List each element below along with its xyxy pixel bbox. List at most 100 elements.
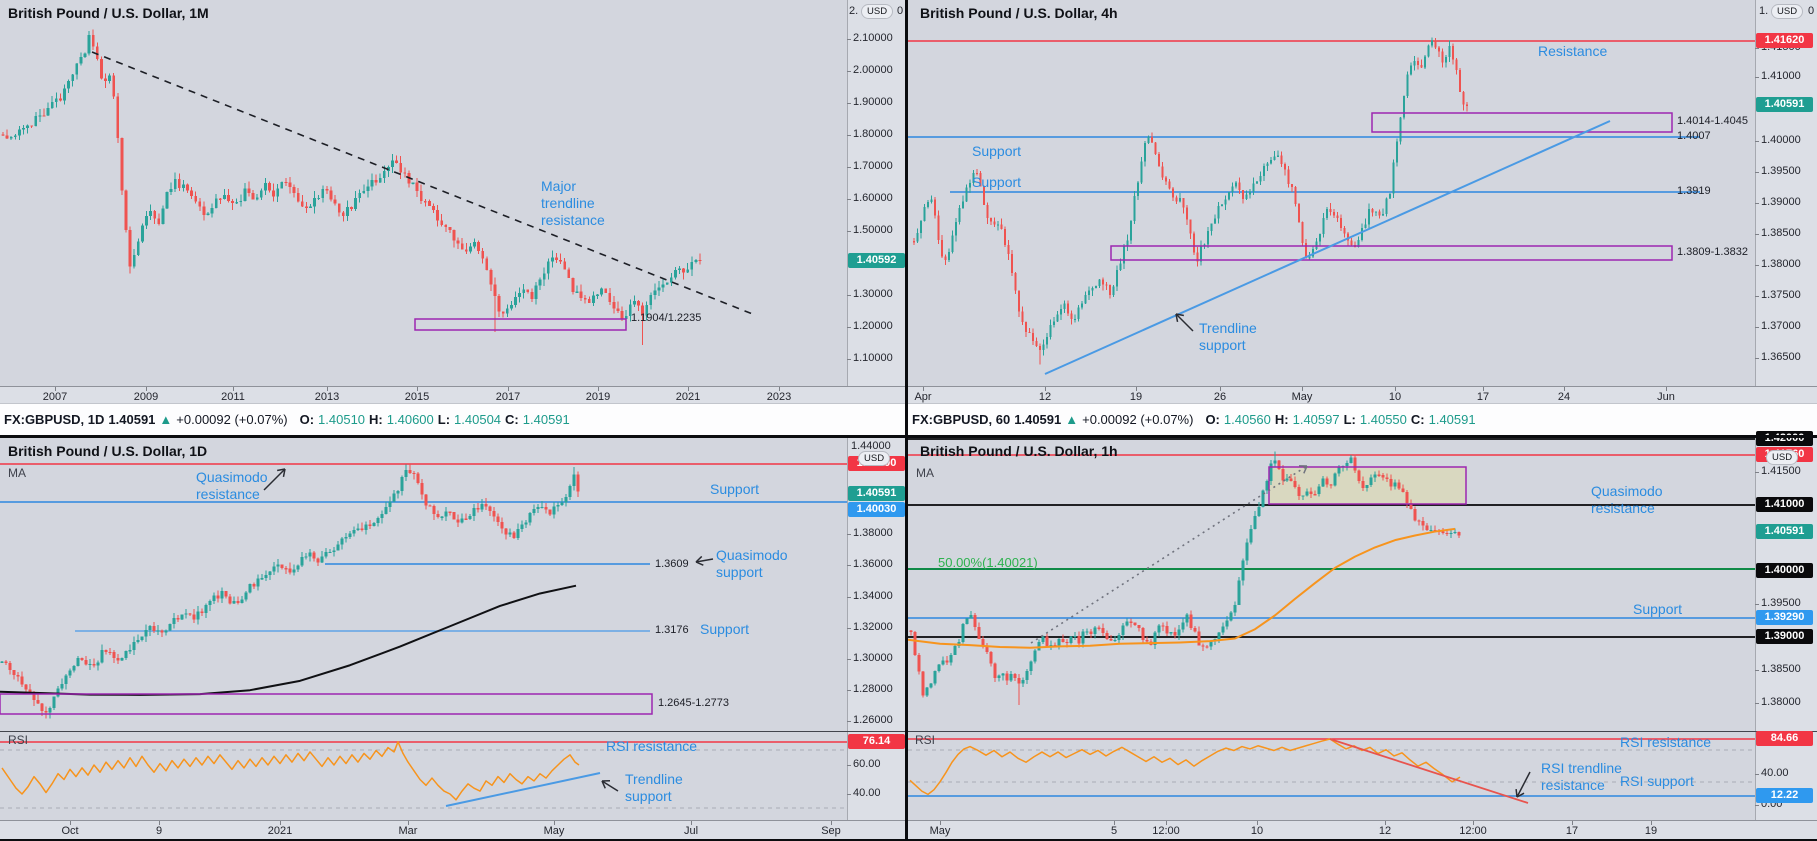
candle-body (50, 102, 54, 108)
candle-body (1175, 197, 1178, 202)
status-segment: ▲ (159, 412, 173, 427)
candle-body (488, 506, 492, 512)
candle-body (961, 201, 965, 209)
candle-body (354, 198, 357, 210)
candle-body (544, 506, 548, 510)
axis-top-label: 0 (1808, 5, 1815, 17)
panel-divider-horizontal[interactable] (0, 435, 1817, 438)
price-axis-1d[interactable] (847, 438, 906, 820)
candle-body (1041, 636, 1045, 643)
candle-body (317, 197, 321, 200)
candle-body (196, 611, 200, 620)
time-tick (940, 821, 941, 825)
currency-toggle-button[interactable]: USD (861, 4, 894, 19)
arrow-head (1516, 792, 1525, 798)
axis-price-label: 1.37000 (1761, 320, 1801, 332)
status-segment: 1.40510 (318, 412, 366, 427)
chart-layer-1h (908, 438, 1755, 804)
candle-body (624, 316, 628, 320)
candle-body (1189, 219, 1192, 234)
time-tick (70, 821, 71, 825)
candle-body (1007, 245, 1010, 255)
candle-body (1245, 194, 1248, 199)
candle-body (1413, 508, 1417, 521)
candle-body (1402, 96, 1406, 118)
candle-body (472, 507, 476, 516)
price-badge-red: 1.41620 (1756, 33, 1813, 48)
price-axis-1m[interactable] (847, 0, 906, 386)
axis-tick (847, 135, 851, 136)
candle-body (1115, 269, 1119, 287)
candle-body (1136, 182, 1140, 196)
candle-body (1065, 641, 1069, 644)
candle-body (1392, 162, 1395, 194)
candle-body (309, 206, 312, 208)
panel-divider-vertical[interactable] (905, 0, 908, 841)
arrow-head (282, 468, 286, 477)
candle-body (1381, 213, 1385, 216)
candle-body (1367, 208, 1371, 225)
candle-body (60, 683, 64, 689)
axis-price-label: 1.50000 (853, 224, 893, 236)
axis-price-label: 1.36000 (853, 558, 893, 570)
axis-tick (1755, 604, 1759, 605)
price-axis-4h[interactable] (1755, 0, 1817, 386)
candle-body (28, 689, 32, 692)
symbol-description[interactable]: FX:GBPUSD, 60 (912, 412, 1011, 427)
time-axis-top[interactable] (0, 386, 1817, 404)
candle-body (1393, 482, 1397, 487)
candle-body (440, 220, 444, 226)
currency-toggle-button[interactable]: USD (1771, 4, 1804, 19)
candle-body (36, 699, 40, 704)
arrow-head (601, 780, 606, 789)
axis-price-label: 1.28000 (853, 683, 893, 695)
axis-tick (847, 597, 851, 598)
candle-body (366, 186, 370, 191)
candle-body (982, 186, 986, 206)
candle-body (218, 198, 222, 200)
candle-body (1133, 195, 1136, 221)
candle-body (346, 206, 349, 216)
candle-body (1369, 477, 1373, 486)
candle-body (1453, 531, 1457, 533)
candle-body (210, 208, 214, 214)
candle-body (172, 617, 176, 624)
axis-tick (1755, 265, 1759, 266)
axis-price-label: 1.30000 (853, 288, 893, 300)
time-axis-label: 2007 (42, 391, 68, 403)
axis-tick (847, 231, 851, 232)
candle-body (128, 650, 132, 652)
candle-body (674, 270, 677, 278)
symbol-description[interactable]: FX:GBPUSD, 1D (4, 412, 105, 427)
candle-body (1003, 229, 1007, 246)
axis-tick (847, 199, 851, 200)
rsi-pane-separator[interactable] (908, 731, 1817, 732)
time-axis-label: Oct (61, 825, 79, 837)
time-tick (1395, 387, 1396, 391)
axis-tick (847, 721, 851, 722)
axis-tick (1755, 358, 1759, 359)
candle-body (1233, 604, 1237, 613)
candle-body (140, 636, 144, 640)
price-badge-black: 1.40000 (1756, 563, 1813, 578)
window-border-bottom (0, 839, 1817, 841)
candle-body (1066, 303, 1070, 314)
candle-body (260, 578, 264, 580)
candle-body (1441, 51, 1444, 63)
candle-body (1057, 638, 1061, 646)
candle-body (223, 194, 226, 199)
candle-body (563, 261, 567, 270)
candle-body (292, 187, 296, 193)
currency-toggle-button[interactable]: USD (1766, 450, 1799, 465)
currency-toggle-button[interactable]: USD (858, 451, 891, 466)
rsi-pane-separator[interactable] (0, 731, 905, 732)
chart-layer-1m (1, 29, 756, 345)
candle-body (1125, 621, 1129, 626)
candle-body (505, 308, 509, 314)
candle-body (975, 172, 979, 175)
candle-body (996, 224, 1000, 226)
candle-body (989, 651, 993, 664)
time-axis-bottom[interactable] (0, 820, 1817, 840)
candle-body (456, 519, 460, 523)
